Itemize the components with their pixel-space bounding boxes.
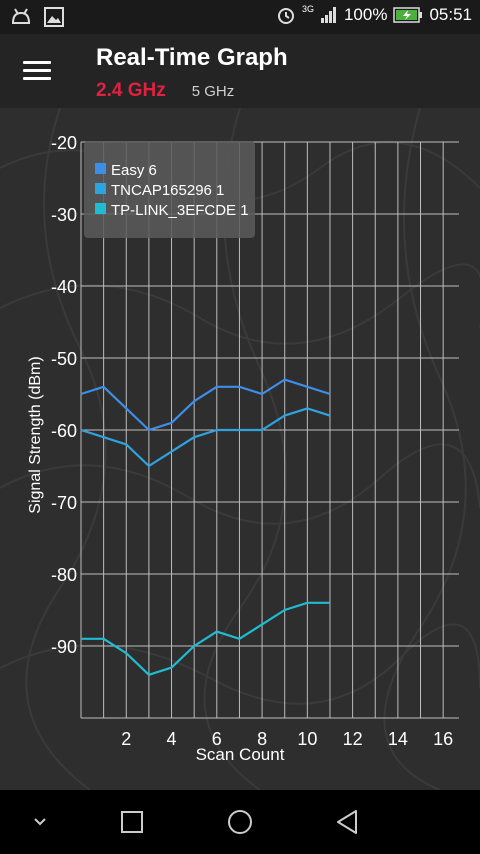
battery-percent: 100% (343, 5, 388, 24)
x-tick-label: 16 (433, 729, 453, 749)
y-tick-label: -20 (51, 133, 77, 153)
legend-swatch (95, 163, 106, 174)
nav-back-button[interactable] (330, 804, 366, 840)
legend: Easy 6 TNCAP165296 1 TP-LINK_3EFCDE 1 (84, 141, 255, 238)
x-tick-label: 8 (257, 729, 267, 749)
tab-2-4ghz[interactable]: 2.4 GHz (96, 80, 166, 101)
hamburger-icon (23, 61, 51, 64)
nav-collapse-button[interactable] (22, 804, 58, 840)
chart-area: -20 -30 -40 -50 -60 -70 -80 -90 2 4 6 8 10 12 14 16 Sc… (0, 107, 480, 791)
app-bar: Real-Time Graph 2.4 GHz 5 GHz (0, 34, 480, 108)
y-tick-label: -90 (51, 637, 77, 657)
legend-swatch (95, 203, 106, 214)
series-line-1 (80, 378, 331, 432)
clock: 05:51 (429, 5, 472, 24)
y-tick-label: -30 (51, 205, 77, 225)
nav-recents-button[interactable] (114, 804, 150, 840)
back-triangle-icon (337, 810, 357, 834)
square-icon (121, 811, 143, 833)
series-lines (80, 378, 331, 676)
navigation-bar (0, 790, 480, 854)
x-tick-label: 6 (212, 729, 222, 749)
battery-charging-icon (393, 7, 423, 23)
x-tick-label: 14 (388, 729, 408, 749)
legend-label: Easy 6 (111, 162, 157, 179)
y-axis-ticks: -20 -30 -40 -50 -60 -70 -80 -90 (51, 133, 77, 657)
tab-5ghz[interactable]: 5 GHz (191, 83, 235, 100)
y-tick-label: -60 (51, 421, 77, 441)
signal-icon (320, 7, 336, 23)
x-tick-label: 2 (121, 729, 131, 749)
legend-label: TNCAP165296 1 (111, 182, 224, 199)
y-tick-label: -70 (51, 493, 77, 513)
y-tick-label: -50 (51, 349, 77, 369)
series-line-3 (81, 601, 330, 676)
legend-label: TP-LINK_3EFCDE 1 (111, 202, 249, 219)
legend-box (84, 141, 255, 238)
y-tick-label: -80 (51, 565, 77, 585)
series-line-2 (80, 407, 331, 468)
page-title: Real-Time Graph (96, 44, 288, 71)
x-axis-label: Scan Count (196, 745, 285, 764)
legend-swatch (95, 183, 106, 194)
alarm-icon (277, 8, 294, 24)
network-type: 3G (301, 4, 314, 14)
signal-chart: -20 -30 -40 -50 -60 -70 -80 -90 2 4 6 8 10 12 14 16 Sc… (0, 107, 480, 791)
y-axis-label: Signal Strength (dBm) (27, 356, 44, 513)
x-tick-label: 4 (167, 729, 177, 749)
gallery-icon (44, 7, 64, 27)
status-bar: 3G 100% 05:51 (0, 0, 480, 34)
x-tick-label: 10 (297, 729, 317, 749)
circle-icon (228, 810, 252, 834)
nav-home-button[interactable] (222, 804, 258, 840)
x-tick-label: 12 (343, 729, 363, 749)
band-tabs: 2.4 GHz 5 GHz (96, 80, 234, 102)
x-axis-ticks: 2 4 6 8 10 12 14 16 (121, 729, 453, 749)
android-debug-icon (11, 8, 31, 24)
chevron-down-icon (34, 818, 46, 826)
menu-button[interactable] (20, 56, 54, 86)
y-tick-label: -40 (51, 277, 77, 297)
